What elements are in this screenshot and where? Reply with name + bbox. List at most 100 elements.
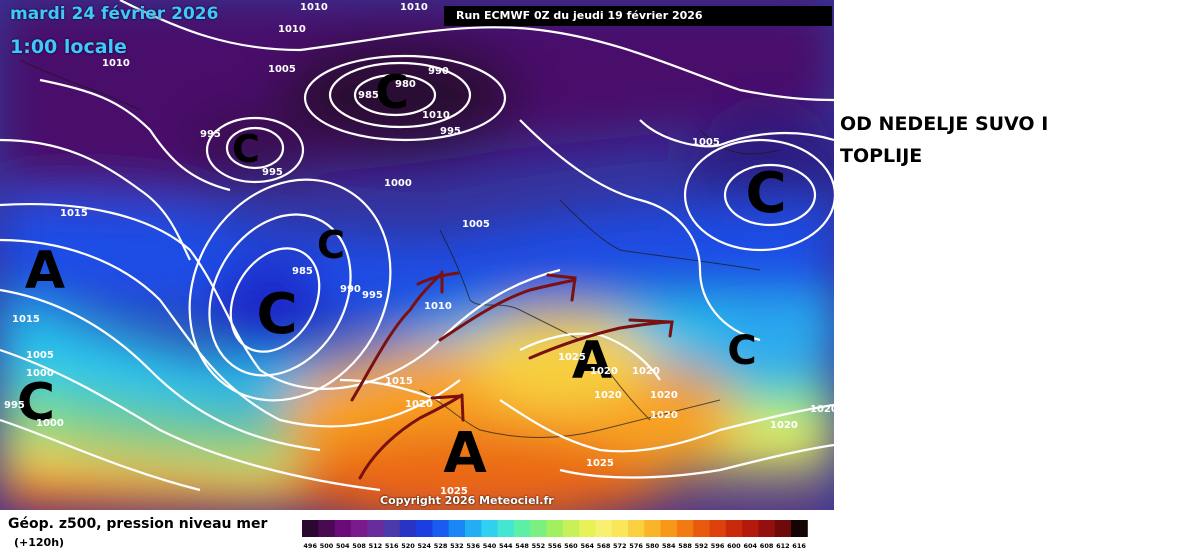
scale-tick-label: 516: [385, 542, 399, 550]
scale-tick-label: 556: [548, 542, 562, 550]
map-canvas: C C C C C C C A A A 1010 1010 1010 1010 1005…: [0, 0, 834, 510]
scale-swatch: [611, 520, 629, 537]
isobar-labels: 1010 1010 1010 1010 1005 980 990 985 995 995 995 10…: [4, 2, 834, 497]
isobar-label: 1010: [424, 301, 452, 312]
isobar-label: 995: [4, 400, 25, 411]
isobar-label: 1010: [278, 24, 306, 35]
scale-swatch: [742, 520, 759, 537]
low-pressure-symbol: C: [317, 223, 345, 267]
scale-tick-label: 616: [792, 542, 806, 550]
isobar-label: 1015: [12, 314, 40, 325]
isobar-label: 990: [428, 66, 449, 77]
scale-swatch: [644, 520, 662, 537]
scale-swatch: [416, 520, 433, 537]
scale-tick-label: 512: [369, 542, 383, 550]
low-pressure-symbol: C: [17, 373, 55, 433]
scale-swatch: [758, 520, 776, 537]
scale-tick-label: 544: [499, 542, 513, 550]
isobar-label: 980: [395, 79, 416, 90]
pressure-symbols: C C C C C C C A A A: [17, 65, 787, 486]
isobar-label: 1000: [36, 418, 64, 429]
forecast-time: 1:00 locale: [10, 36, 127, 58]
low-pressure-symbol: C: [256, 282, 297, 347]
scale-swatch: [513, 520, 531, 537]
scale-swatch: [383, 520, 401, 537]
scale-tick-label: 564: [581, 542, 595, 550]
annotation-line: OD NEDELJE SUVO I: [840, 113, 1049, 135]
low-pressure-symbol: C: [375, 65, 409, 119]
isobar-label: 1000: [384, 178, 412, 189]
isobar-label: 1005: [26, 350, 54, 361]
scale-swatch: [334, 520, 352, 537]
isobar-label: 1005: [692, 137, 720, 148]
isobar-label: 1020: [650, 390, 678, 401]
scale-tick-label: 552: [532, 542, 546, 550]
scale-tick-label: 520: [401, 542, 415, 550]
scale-tick-label: 496: [303, 542, 317, 550]
scale-swatch: [399, 520, 417, 537]
isobar-label: 995: [200, 129, 221, 140]
low-pressure-symbol: C: [727, 328, 756, 374]
isobar-label: 1010: [102, 58, 130, 69]
scale-tick-label: 504: [336, 542, 350, 550]
scale-swatch: [497, 520, 515, 537]
high-pressure-symbol: A: [25, 241, 65, 301]
isobar-label: 1015: [385, 376, 413, 387]
low-pressure-symbol: C: [232, 127, 260, 171]
scale-tick-label: 548: [515, 542, 529, 550]
scale-swatch: [660, 520, 678, 537]
isobar-label: 1000: [26, 368, 54, 379]
model-run-banner: Run ECMWF 0Z du jeudi 19 février 2026: [444, 6, 832, 26]
isobar-label: 1020: [632, 366, 660, 377]
scale-swatch: [350, 520, 368, 537]
scale-tick-label: 580: [646, 542, 660, 550]
scale-swatch: [367, 520, 384, 537]
isobar-label: 1025: [558, 352, 586, 363]
scale-swatch: [693, 520, 710, 537]
isobar-label: 1010: [300, 2, 328, 13]
scale-tick-label: 592: [695, 542, 709, 550]
scale-tick-label: 584: [662, 542, 676, 550]
scale-swatch: [302, 520, 319, 537]
color-scale: 496 500 504 508 512 516 520 524 528 532 536 540 544 5…: [302, 520, 808, 550]
forecast-annotation: OD NEDELJE SUVO I TOPLIJE: [840, 108, 1190, 172]
low-pressure-symbol: C: [745, 161, 786, 226]
scale-swatch: [709, 520, 727, 537]
scale-swatch: [465, 520, 482, 537]
isobar-label: 995: [262, 167, 283, 178]
scale-swatch: [432, 520, 450, 537]
scale-swatch: [579, 520, 596, 537]
scale-tick-label: 536: [466, 542, 480, 550]
scale-tick-label: 572: [613, 542, 627, 550]
isobar-label: 1020: [650, 410, 678, 421]
scale-tick-label: 600: [727, 542, 741, 550]
isobar-label: 1020: [590, 366, 618, 377]
scale-tick-label: 540: [483, 542, 497, 550]
scale-tick-label: 532: [450, 542, 464, 550]
scale-swatch: [774, 520, 792, 537]
scale-swatch: [448, 520, 466, 537]
scale-swatch: [546, 520, 564, 537]
isobar-label: 1020: [405, 399, 433, 410]
scale-tick-label: 560: [564, 542, 578, 550]
scale-swatch: [725, 520, 743, 537]
isobar-label: 1020: [770, 420, 798, 431]
legend-subtitle: (+120h): [14, 536, 65, 549]
isobar-label: 1015: [60, 208, 88, 219]
forecast-date: mardi 24 février 2026: [10, 4, 219, 24]
high-pressure-symbol: A: [572, 331, 612, 391]
isobar-label: 1005: [462, 219, 490, 230]
isobar-label: 995: [440, 126, 461, 137]
isobar-label: 985: [358, 90, 379, 101]
scale-tick-label: 608: [760, 542, 774, 550]
isobar-label: 1025: [440, 486, 468, 497]
scale-swatch: [481, 520, 499, 537]
isobar-label: 1025: [586, 458, 614, 469]
isobar-label: 1020: [594, 390, 622, 401]
scale-tick-label: 508: [352, 542, 366, 550]
weather-map: C C C C C C C A A A 1010 1010 1010 1010 1005…: [0, 0, 834, 510]
scale-tick-label: 588: [678, 542, 692, 550]
scale-tick-label: 528: [434, 542, 448, 550]
scale-swatch: [595, 520, 613, 537]
scale-swatch: [530, 520, 547, 537]
